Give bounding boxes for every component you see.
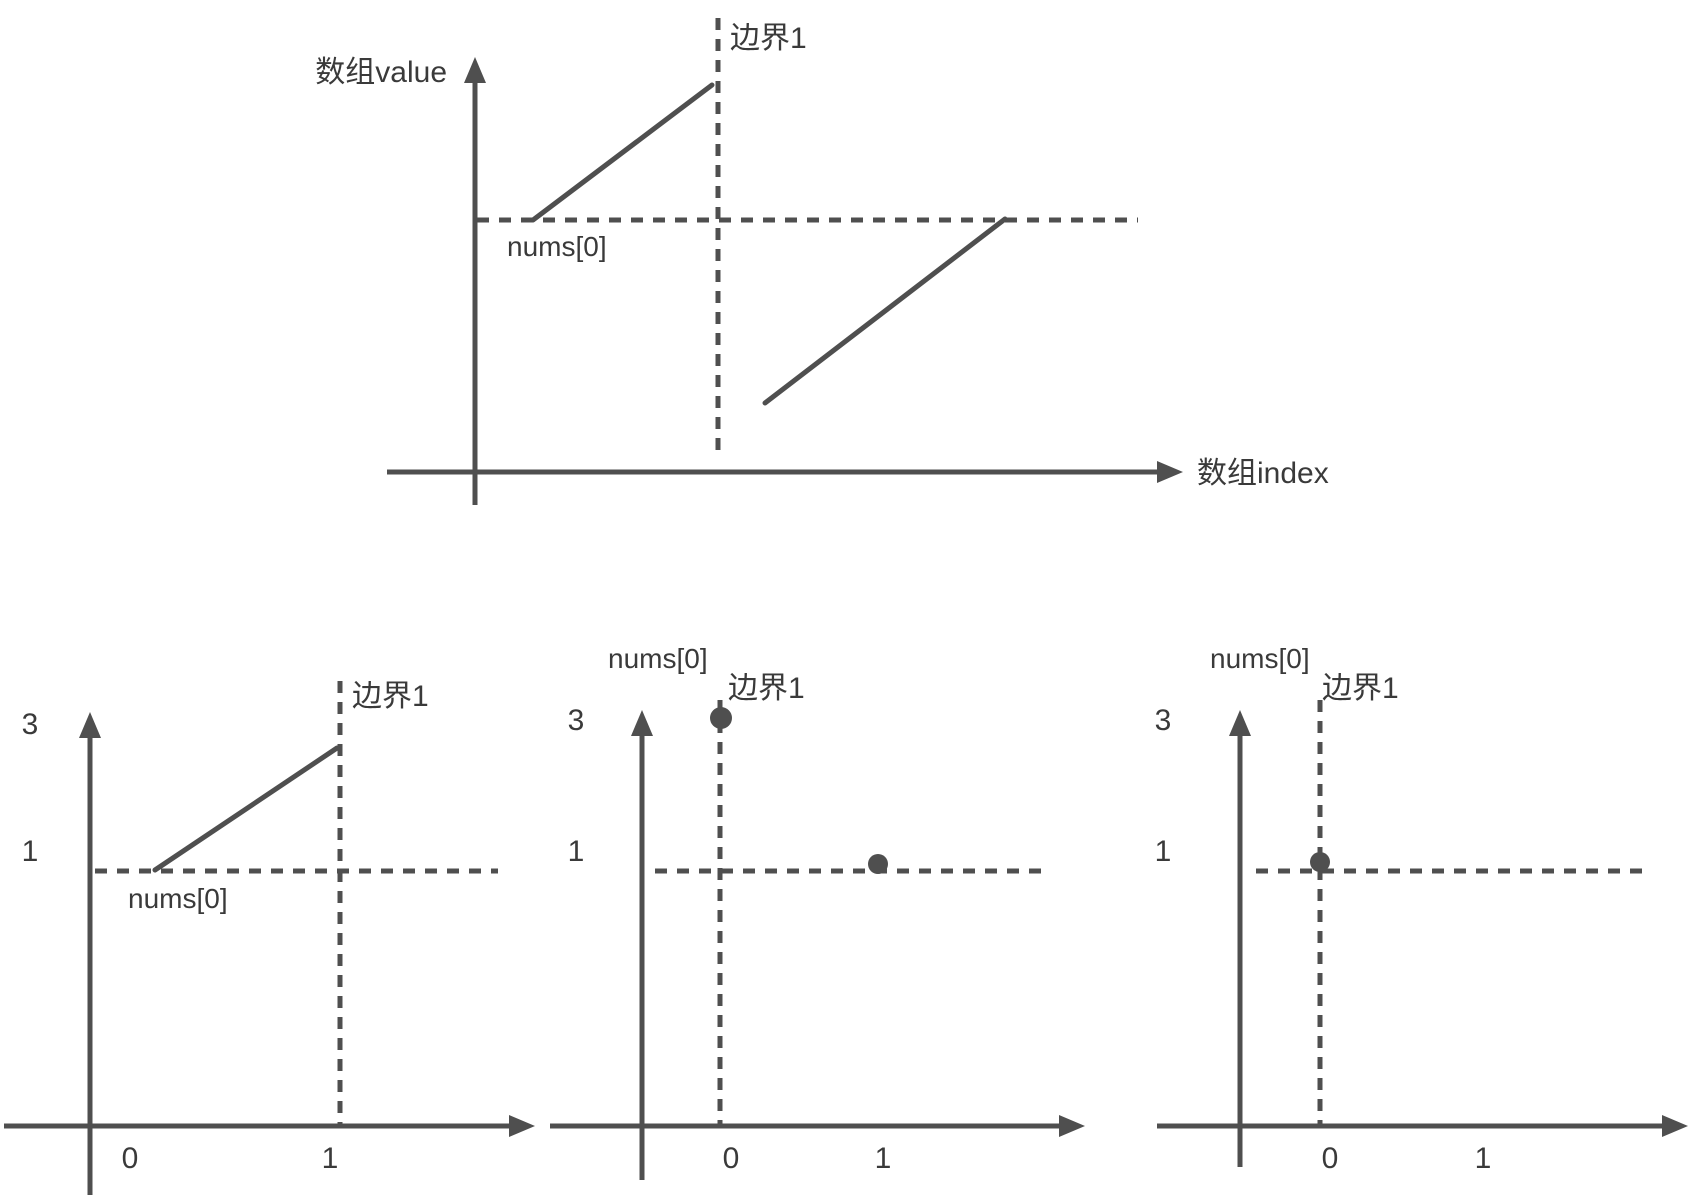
boundary-label: 边界1 bbox=[1322, 672, 1399, 705]
boundary-label: 边界1 bbox=[352, 680, 429, 713]
data-segment bbox=[530, 82, 715, 223]
y-axis-arrowhead bbox=[1229, 710, 1251, 736]
data-segment bbox=[762, 216, 1008, 406]
reference-label: nums[0] bbox=[608, 643, 708, 674]
y-axis-arrowhead bbox=[631, 710, 653, 736]
y-tick-label: 3 bbox=[1155, 704, 1172, 737]
x-tick-label: 0 bbox=[122, 1142, 139, 1175]
x-axis-arrowhead bbox=[1662, 1115, 1688, 1137]
y-tick-label: 3 bbox=[568, 704, 585, 737]
x-tick-label: 1 bbox=[875, 1142, 892, 1175]
y-axis-label: 数组value bbox=[315, 56, 447, 89]
x-axis-arrowhead bbox=[1157, 461, 1183, 483]
y-axis-arrowhead bbox=[79, 712, 101, 738]
reference-label: nums[0] bbox=[128, 883, 228, 914]
x-tick-label: 1 bbox=[322, 1142, 339, 1175]
chart-overview: 数组value 数组index 边界1 nums[0] bbox=[315, 18, 1329, 505]
data-point bbox=[868, 854, 888, 874]
chart-detail-middle: nums[0] 边界1 3 1 0 1 bbox=[550, 643, 1085, 1180]
y-tick-label: 1 bbox=[568, 835, 585, 868]
y-tick-label: 3 bbox=[22, 708, 39, 741]
x-tick-label: 1 bbox=[1475, 1142, 1492, 1175]
y-tick-label: 1 bbox=[22, 835, 39, 868]
data-point bbox=[1310, 852, 1330, 872]
x-tick-label: 0 bbox=[1322, 1142, 1339, 1175]
boundary-label: 边界1 bbox=[728, 672, 805, 705]
x-axis-arrowhead bbox=[1059, 1115, 1085, 1137]
reference-label: nums[0] bbox=[1210, 643, 1310, 674]
chart-detail-right: nums[0] 边界1 3 1 0 1 bbox=[1155, 643, 1688, 1175]
x-axis-arrowhead bbox=[509, 1115, 535, 1137]
data-segment bbox=[152, 745, 340, 873]
x-tick-label: 0 bbox=[723, 1142, 740, 1175]
data-point bbox=[710, 707, 732, 729]
reference-label: nums[0] bbox=[507, 231, 607, 262]
x-axis-label: 数组index bbox=[1197, 457, 1329, 490]
chart-detail-left: 3 1 边界1 nums[0] 0 1 bbox=[4, 680, 535, 1195]
y-tick-label: 1 bbox=[1155, 835, 1172, 868]
y-axis-arrowhead bbox=[464, 57, 486, 83]
boundary-label: 边界1 bbox=[730, 22, 807, 55]
